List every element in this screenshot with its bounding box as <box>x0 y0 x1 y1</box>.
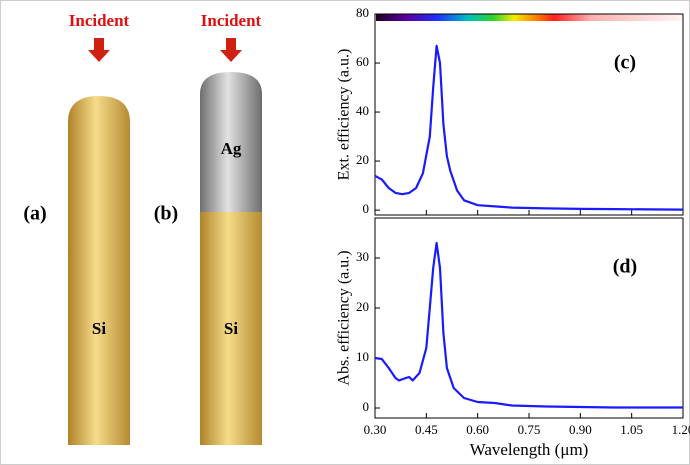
x-tick-label: 0.75 <box>518 422 541 437</box>
x-tick-label: 0.30 <box>364 422 387 437</box>
y-tick-label: 0 <box>363 201 370 216</box>
y-tick-label: 60 <box>356 54 369 69</box>
material-label: Ag <box>221 139 242 158</box>
arrow <box>88 38 110 62</box>
plot-frame <box>374 13 684 216</box>
y-axis-label: Ext. efficiency (a.u.) <box>336 49 353 181</box>
y-tick-label: 80 <box>356 5 369 20</box>
incident-label: Incident <box>69 11 130 30</box>
series-line <box>374 241 683 409</box>
material-label: Si <box>92 319 106 338</box>
y-tick-label: 20 <box>356 299 369 314</box>
y-axis-label: Abs. efficiency (a.u.) <box>336 250 353 385</box>
plot-frame <box>374 217 684 419</box>
x-tick-label: 0.60 <box>466 422 489 437</box>
rod-si <box>68 96 130 445</box>
x-tick-label: 0.45 <box>415 422 438 437</box>
y-tick-label: 10 <box>356 349 369 364</box>
x-tick-label: 0.90 <box>569 422 592 437</box>
x-tick-label: 1.20 <box>672 422 690 437</box>
panel-label: (c) <box>614 52 636 74</box>
y-tick-label: 40 <box>356 103 369 118</box>
panel-label: (d) <box>613 256 637 278</box>
spectrum-bar <box>376 14 683 21</box>
y-tick-label: 0 <box>363 399 370 414</box>
panel-label: (b) <box>154 203 178 225</box>
material-label: Si <box>224 319 238 338</box>
y-tick-label: 30 <box>356 249 369 264</box>
y-tick-label: 20 <box>356 152 369 167</box>
incident-label: Incident <box>201 11 262 30</box>
x-tick-label: 1.05 <box>620 422 643 437</box>
x-axis-label: Wavelength (μm) <box>470 440 589 459</box>
panel-label: (a) <box>23 203 46 225</box>
rod-si <box>200 212 262 445</box>
rod-ag <box>200 72 262 212</box>
series-line <box>374 44 684 211</box>
arrow <box>220 38 242 62</box>
